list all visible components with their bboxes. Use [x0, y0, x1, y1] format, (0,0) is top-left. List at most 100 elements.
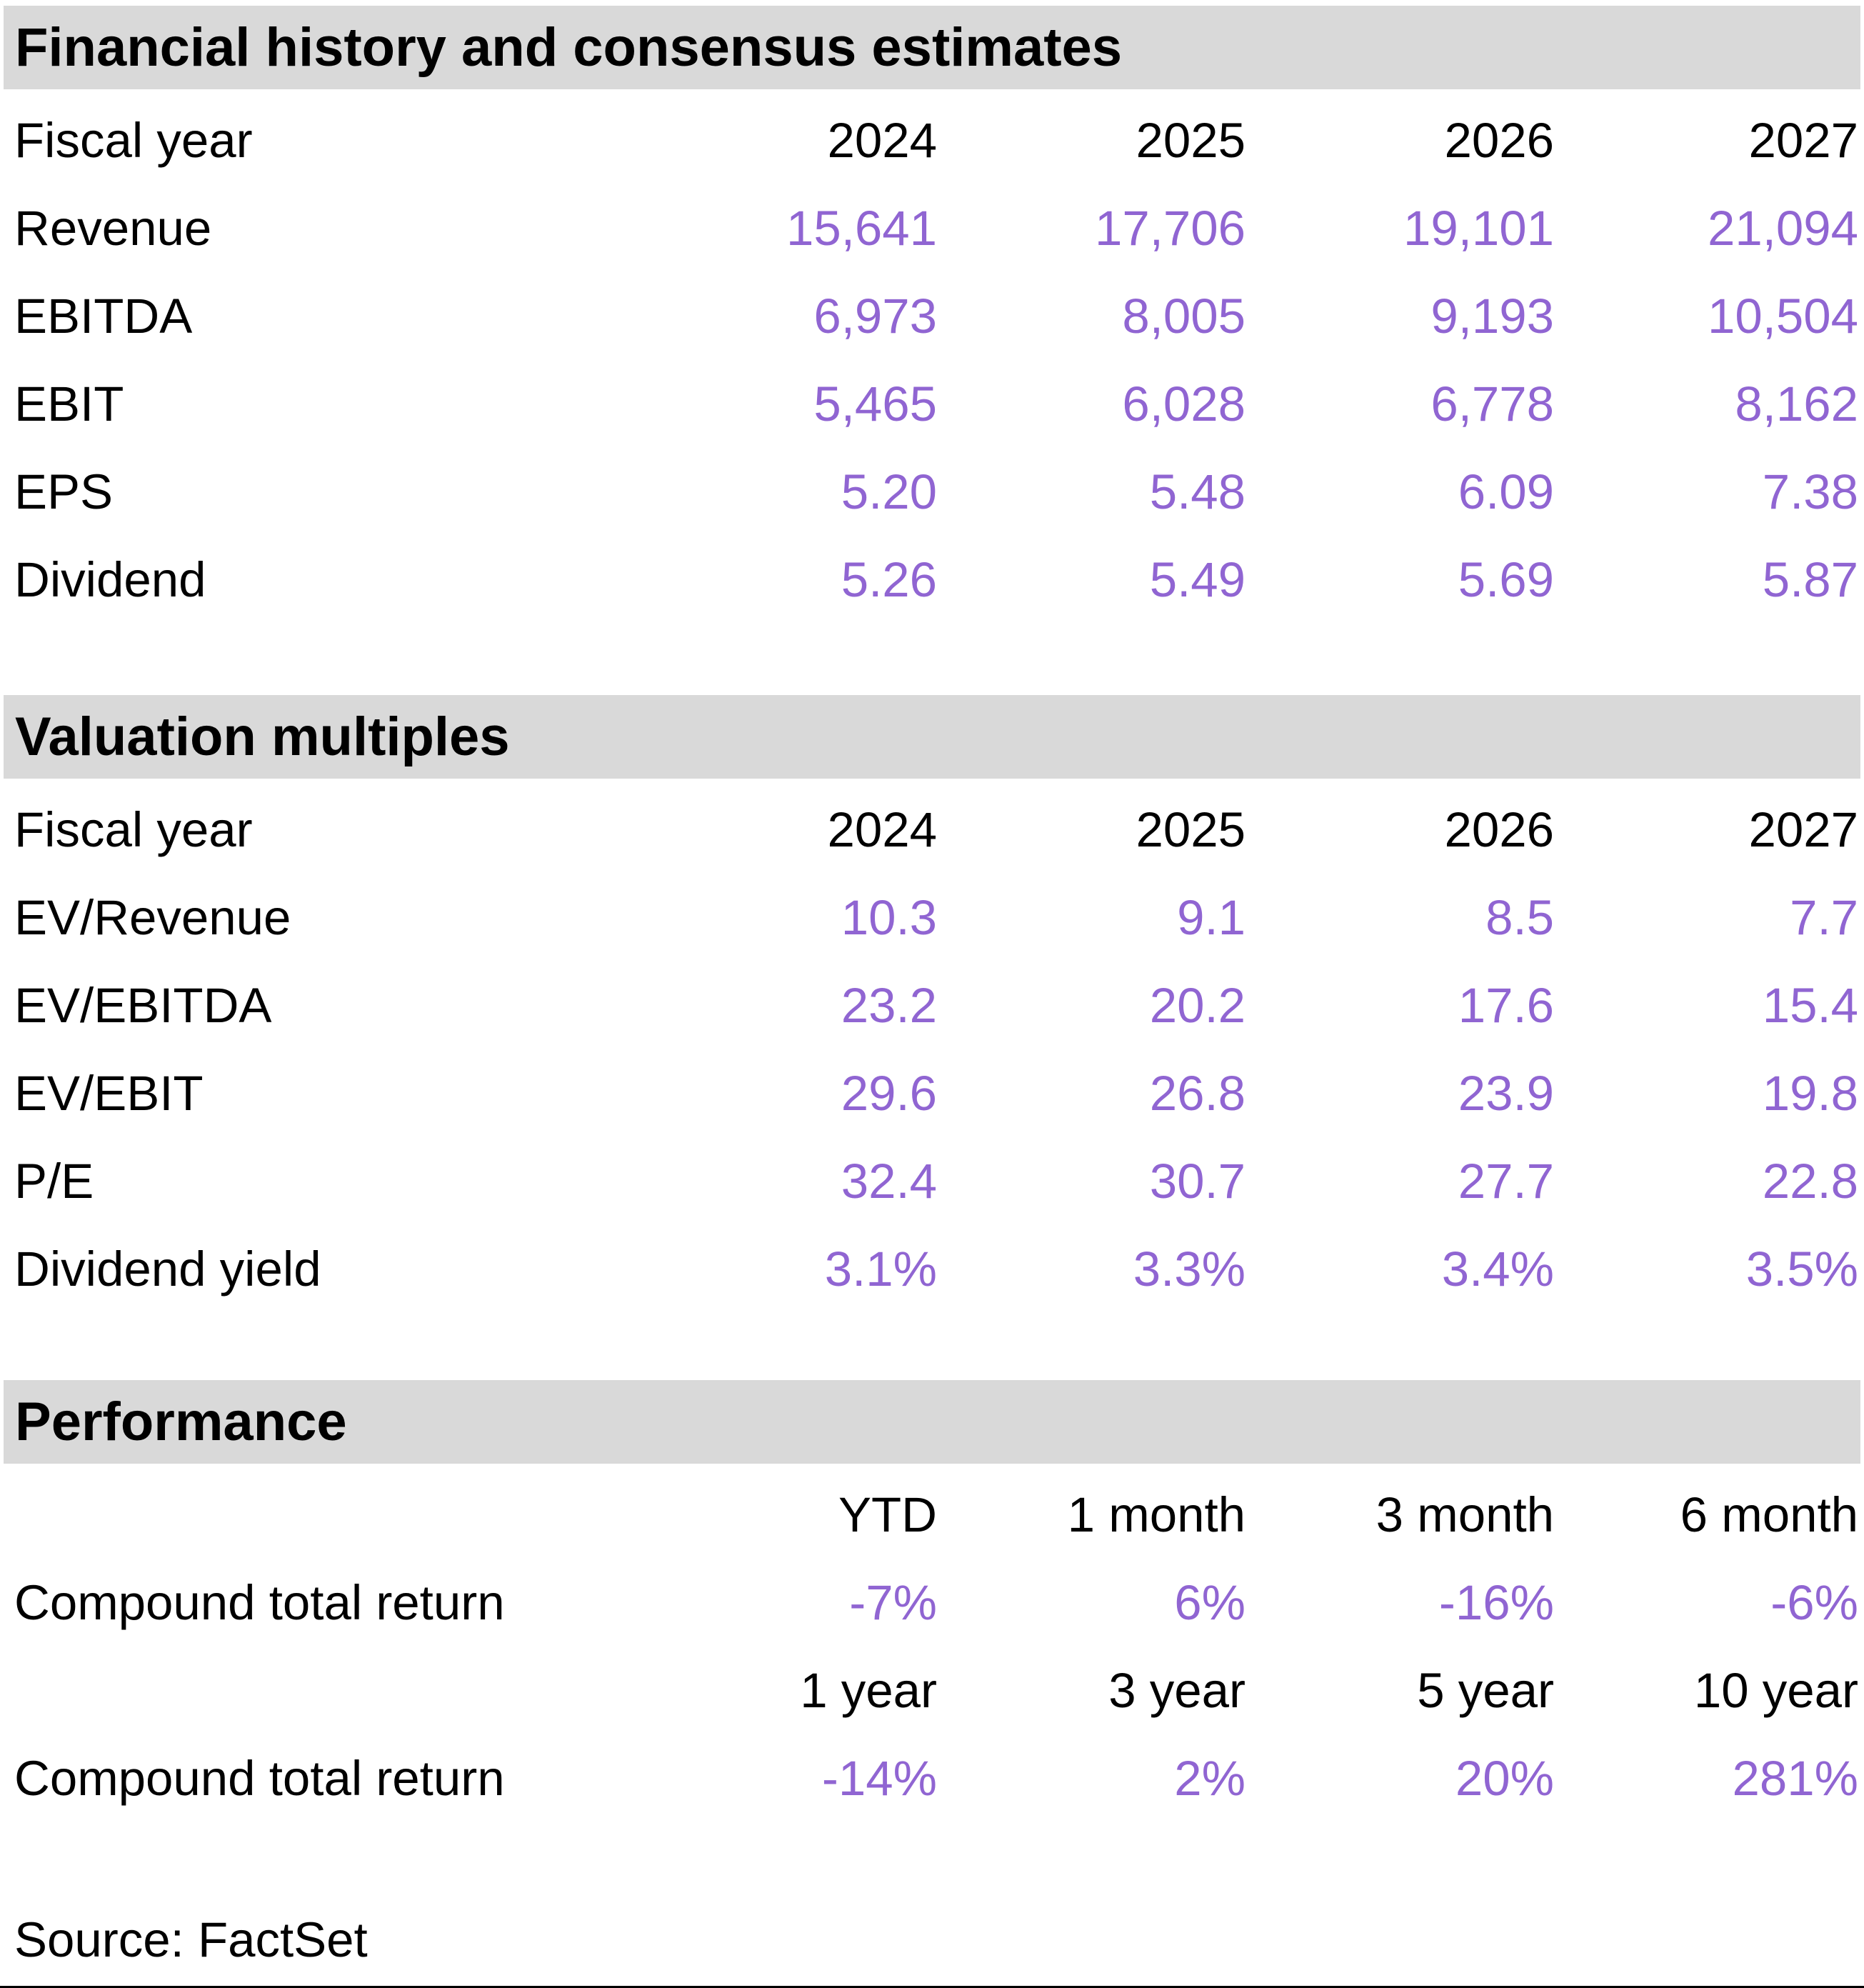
row-label: EPS	[14, 464, 114, 519]
value-cell: 20.2	[1149, 978, 1246, 1033]
value-cell: 5.87	[1762, 552, 1858, 607]
table-header-row: 1 year 3 year 5 year 10 year	[0, 1647, 1864, 1734]
row-label: EV/EBIT	[14, 1066, 204, 1121]
column-header: 6 month	[1680, 1487, 1858, 1542]
row-label: Dividend	[14, 552, 206, 607]
performance-table: YTD 1 month 3 month 6 month Compound tot…	[0, 1471, 1864, 1822]
table-row: EBITDA 6,973 8,005 9,193 10,504	[0, 272, 1864, 360]
value-cell: 26.8	[1149, 1066, 1246, 1121]
value-cell: 6,028	[1122, 376, 1246, 431]
column-header: YTD	[838, 1487, 937, 1542]
table-row: Dividend yield 3.1% 3.3% 3.4% 3.5%	[0, 1225, 1864, 1313]
section-header-performance: Performance	[4, 1380, 1860, 1464]
value-cell: 8.5	[1485, 890, 1554, 945]
source-note: Source: FactSet	[14, 1912, 368, 1967]
value-cell: 17,706	[1094, 201, 1246, 256]
table-row: Compound total return -14% 2% 20% 281%	[0, 1734, 1864, 1822]
value-cell: -7%	[849, 1575, 937, 1630]
value-cell: 29.6	[841, 1066, 937, 1121]
factsheet-page: Financial history and consensus estimate…	[0, 6, 1864, 1988]
value-cell: 281%	[1732, 1751, 1858, 1806]
column-header: 1 month	[1067, 1487, 1246, 1542]
value-cell: 32.4	[841, 1154, 937, 1209]
row-label: EBIT	[14, 376, 124, 431]
column-header: 2025	[1136, 113, 1246, 168]
value-cell: 27.7	[1458, 1154, 1554, 1209]
value-cell: 3.3%	[1133, 1242, 1246, 1297]
value-cell: 10.3	[841, 890, 937, 945]
value-cell: 22.8	[1762, 1154, 1858, 1209]
table-row: EPS 5.20 5.48 6.09 7.38	[0, 448, 1864, 536]
value-cell: -14%	[821, 1751, 937, 1806]
column-header: 3 month	[1376, 1487, 1554, 1542]
table-row: EBIT 5,465 6,028 6,778 8,162	[0, 360, 1864, 448]
value-cell: 19,101	[1403, 201, 1554, 256]
value-cell: 5.26	[841, 552, 937, 607]
financial-history-table: Fiscal year 2024 2025 2026 2027 Revenue …	[0, 96, 1864, 624]
column-header: 1 year	[800, 1663, 937, 1718]
value-cell: 7.38	[1762, 464, 1858, 519]
column-header: 10 year	[1693, 1663, 1858, 1718]
valuation-multiples-table: Fiscal year 2024 2025 2026 2027 EV/Reven…	[0, 786, 1864, 1313]
row-label	[0, 1647, 628, 1734]
value-cell: 9,193	[1430, 289, 1554, 344]
table-header-row: Fiscal year 2024 2025 2026 2027	[0, 786, 1864, 874]
section-header-financial-history: Financial history and consensus estimate…	[4, 6, 1860, 89]
value-cell: 15.4	[1762, 978, 1858, 1033]
section-title: Valuation multiples	[15, 706, 510, 767]
column-header: 2027	[1748, 113, 1859, 168]
column-header: 5 year	[1417, 1663, 1554, 1718]
row-label: EV/EBITDA	[14, 978, 272, 1033]
value-cell: 6,973	[813, 289, 937, 344]
column-header: 3 year	[1108, 1663, 1246, 1718]
table-row: P/E 32.4 30.7 27.7 22.8	[0, 1137, 1864, 1225]
row-label: Compound total return	[14, 1751, 505, 1806]
column-header: 2024	[827, 802, 938, 857]
table-row: Dividend 5.26 5.49 5.69 5.87	[0, 536, 1864, 624]
table-row: Compound total return -7% 6% -16% -6%	[0, 1559, 1864, 1647]
value-cell: 5,465	[813, 376, 937, 431]
value-cell: 9.1	[1177, 890, 1246, 945]
value-cell: 21,094	[1707, 201, 1858, 256]
row-label: Fiscal year	[14, 802, 253, 857]
value-cell: 20%	[1455, 1751, 1554, 1806]
value-cell: 5.49	[1149, 552, 1246, 607]
column-header: 2026	[1444, 113, 1555, 168]
section-title: Financial history and consensus estimate…	[15, 17, 1123, 78]
row-label: Revenue	[14, 201, 212, 256]
value-cell: 17.6	[1458, 978, 1554, 1033]
value-cell: -16%	[1438, 1575, 1554, 1630]
row-label: EBITDA	[14, 289, 193, 344]
row-label: P/E	[14, 1154, 94, 1209]
value-cell: 6.09	[1458, 464, 1554, 519]
row-label: Fiscal year	[14, 113, 253, 168]
row-label: EV/Revenue	[14, 890, 291, 945]
row-label	[0, 1471, 628, 1559]
value-cell: 3.1%	[824, 1242, 937, 1297]
table-row: Revenue 15,641 17,706 19,101 21,094	[0, 184, 1864, 272]
table-header-row: YTD 1 month 3 month 6 month	[0, 1471, 1864, 1559]
row-label: Dividend yield	[14, 1242, 321, 1297]
section-title: Performance	[15, 1392, 347, 1452]
value-cell: 5.20	[841, 464, 937, 519]
value-cell: 23.2	[841, 978, 937, 1033]
value-cell: 30.7	[1149, 1154, 1246, 1209]
value-cell: 6%	[1174, 1575, 1246, 1630]
table-row: EV/Revenue 10.3 9.1 8.5 7.7	[0, 874, 1864, 961]
value-cell: 5.48	[1149, 464, 1246, 519]
value-cell: 3.4%	[1441, 1242, 1554, 1297]
value-cell: -6%	[1770, 1575, 1858, 1630]
table-header-row: Fiscal year 2024 2025 2026 2027	[0, 96, 1864, 184]
value-cell: 8,162	[1735, 376, 1858, 431]
value-cell: 5.69	[1458, 552, 1554, 607]
column-header: 2026	[1444, 802, 1555, 857]
value-cell: 3.5%	[1745, 1242, 1858, 1297]
table-row: EV/EBITDA 23.2 20.2 17.6 15.4	[0, 961, 1864, 1049]
value-cell: 2%	[1174, 1751, 1246, 1806]
value-cell: 6,778	[1430, 376, 1554, 431]
column-header: 2027	[1748, 802, 1859, 857]
value-cell: 23.9	[1458, 1066, 1554, 1121]
value-cell: 8,005	[1122, 289, 1246, 344]
value-cell: 15,641	[786, 201, 937, 256]
table-row: EV/EBIT 29.6 26.8 23.9 19.8	[0, 1049, 1864, 1137]
